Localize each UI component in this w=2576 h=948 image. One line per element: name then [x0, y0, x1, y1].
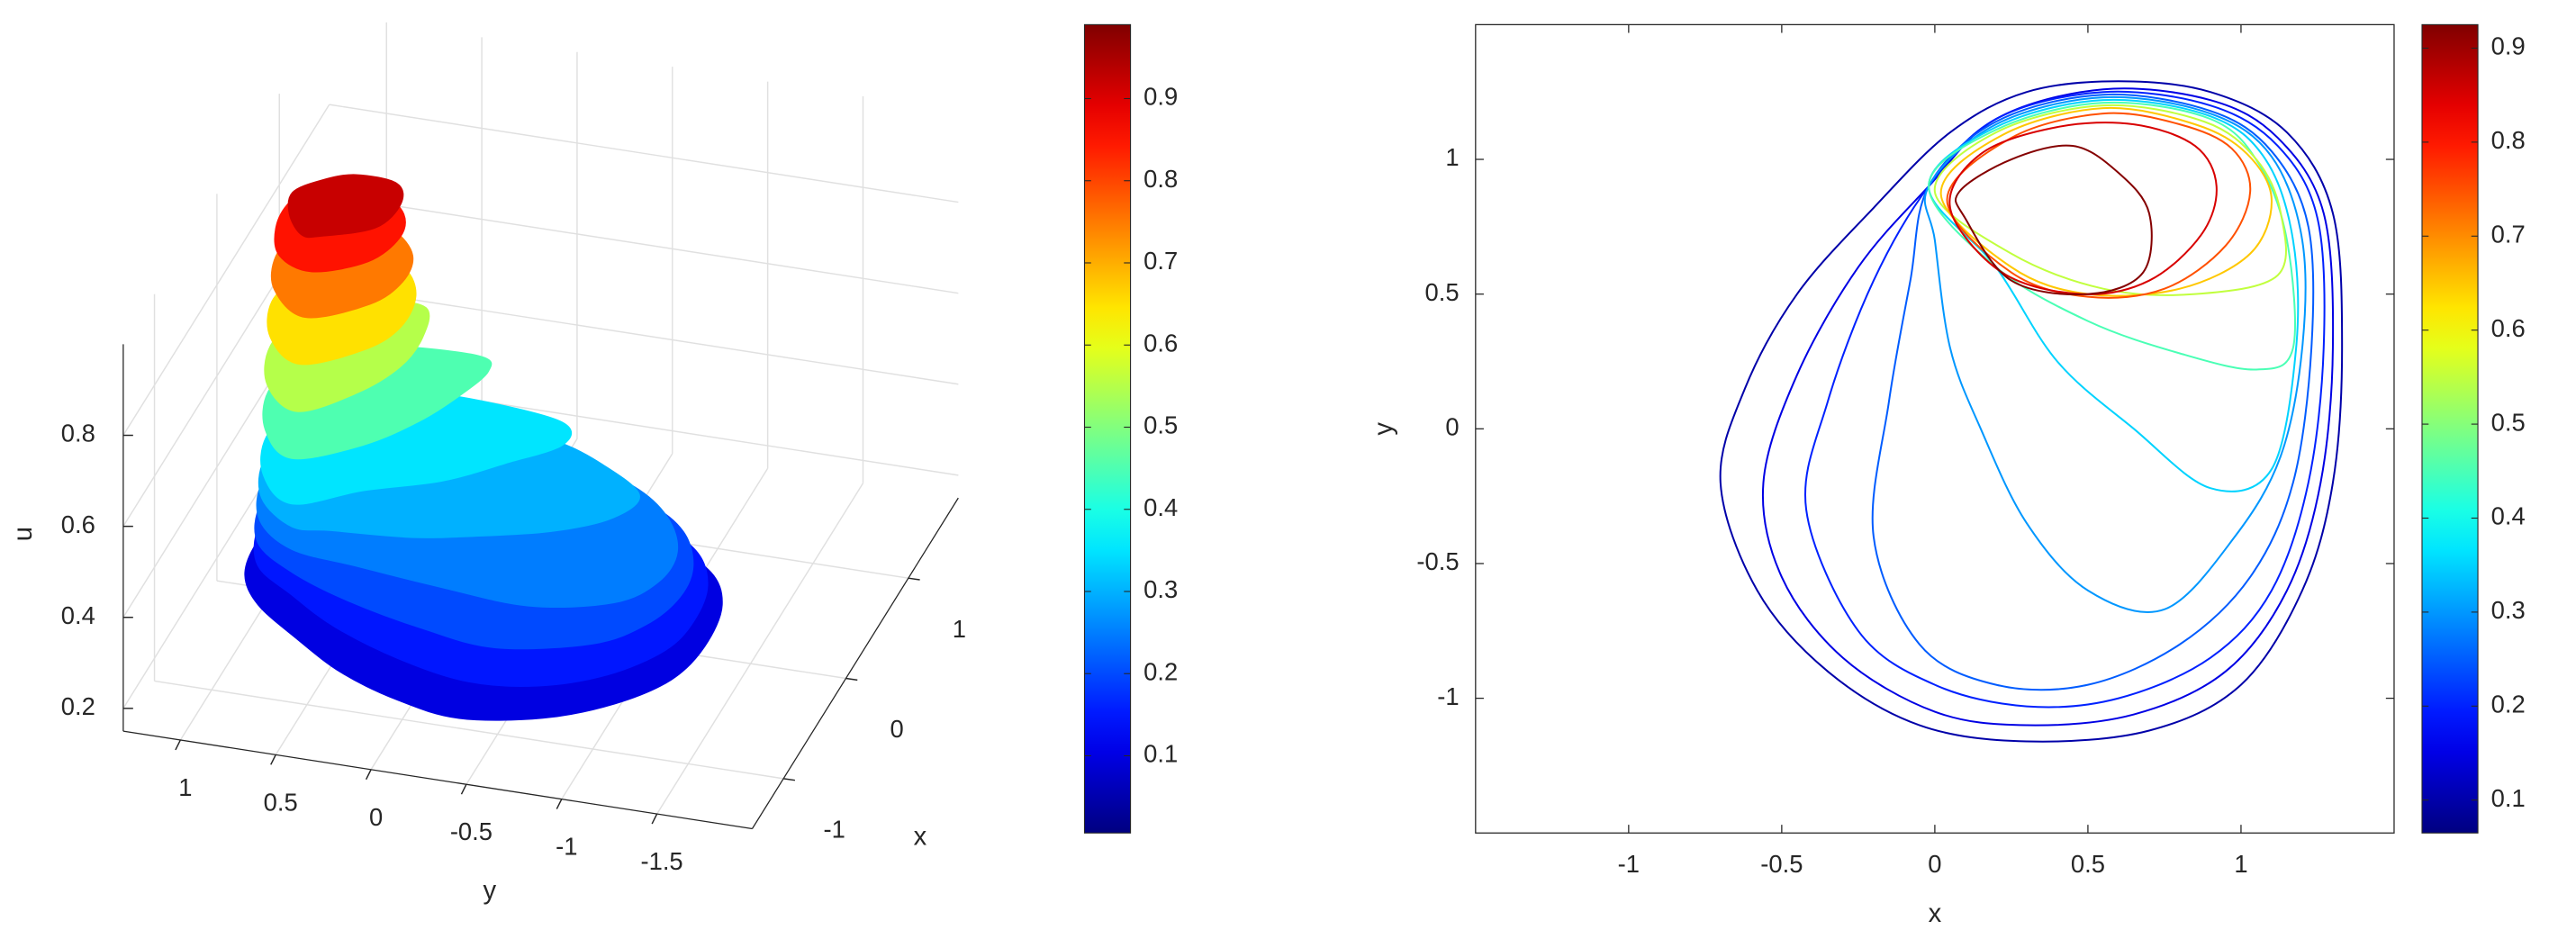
tick-mark	[783, 778, 796, 781]
y-tick-label: 0.5	[1425, 278, 1460, 306]
colorbar-tick-label: 0.5	[2491, 408, 2526, 436]
contour-line	[1954, 144, 2153, 296]
x-tick-label: -1	[824, 815, 845, 843]
y-tick-label: 0	[1445, 413, 1459, 441]
x-tick-label: 1	[2234, 850, 2247, 878]
y-tick-label: -1.5	[641, 847, 683, 875]
grid-line	[329, 194, 959, 294]
axis-line	[122, 730, 753, 830]
contour-line	[1933, 104, 2288, 296]
x-axis-label: x	[914, 822, 927, 851]
colorbar	[1083, 23, 1132, 834]
colorbar-tick-label: 0.7	[2491, 221, 2526, 248]
contour-line	[1948, 122, 2218, 295]
tick-mark	[651, 813, 658, 825]
grid-line	[329, 285, 959, 385]
z-tick-label: 0.4	[61, 601, 95, 629]
tick-mark	[460, 783, 467, 795]
z-tick-label: 0.8	[61, 420, 95, 447]
colorbar-tick-label: 0.7	[1143, 247, 1178, 275]
axis-line	[751, 497, 959, 829]
x-tick-label: 0	[1928, 850, 1941, 878]
x-tick-label: -1	[1618, 850, 1640, 878]
contour-line	[1871, 93, 2315, 691]
colorbar-tick-label: 0.1	[1143, 740, 1178, 768]
y-tick-label: 0	[369, 803, 383, 831]
y-tick-label: 0.5	[264, 788, 298, 816]
x-tick-label: -0.5	[1760, 850, 1803, 878]
y-tick-label: -0.5	[1416, 547, 1459, 575]
colorbar-tick-label: 0.3	[1143, 575, 1178, 603]
y-axis-label: y	[1369, 422, 1398, 436]
y-tick-label: 1	[1445, 143, 1459, 171]
grid-line	[122, 104, 330, 436]
tick-mark	[845, 677, 858, 682]
contour-line	[1719, 80, 2344, 743]
x-axis-label: x	[1929, 899, 1942, 928]
x-tick-label: 0	[890, 715, 903, 743]
colorbar	[2421, 23, 2479, 834]
z-axis-label: u	[9, 527, 38, 541]
grid-line	[154, 680, 784, 780]
surface-level	[287, 174, 404, 239]
contour-line	[1928, 101, 2296, 371]
x-tick-label: 1	[953, 615, 966, 643]
colorbar-tick-label: 0.6	[2491, 314, 2526, 342]
grid-line	[656, 483, 864, 815]
y-tick-label: -1	[556, 833, 577, 861]
tick-mark	[270, 754, 276, 765]
colorbar-tick-label: 0.8	[2491, 126, 2526, 154]
colorbar-tick-label: 0.2	[1143, 657, 1178, 685]
z-tick-label: 0.6	[61, 510, 95, 538]
colorbar-tick-label: 0.4	[2491, 502, 2526, 530]
colorbar-tick-label: 0.9	[1143, 83, 1178, 111]
colorbar-tick-label: 0.8	[1143, 165, 1178, 193]
colorbar-tick-label: 0.4	[1143, 493, 1178, 521]
colorbar-tick-label: 0.9	[2491, 32, 2526, 60]
colorbar-tick-label: 0.6	[1143, 329, 1178, 357]
contour-line	[1803, 90, 2326, 709]
x-tick-label: 0.5	[2071, 850, 2105, 878]
grid-line	[329, 104, 959, 203]
colorbar-tick-label: 0.1	[2491, 784, 2526, 812]
y-tick-label: -1	[1437, 682, 1459, 710]
colorbar-tick-label: 0.3	[2491, 596, 2526, 624]
tick-mark	[556, 799, 563, 809]
z-tick-label: 0.2	[61, 692, 95, 720]
colorbar-tick-label: 0.2	[2491, 691, 2526, 718]
contour-line	[1939, 106, 2273, 297]
colorbar-tick-label: 0.5	[1143, 411, 1178, 439]
tick-mark	[908, 577, 920, 581]
y-tick-label: 1	[178, 773, 192, 801]
tick-mark	[365, 769, 372, 781]
contour-line	[1928, 98, 2300, 492]
y-axis-label: y	[484, 877, 497, 906]
tick-mark	[175, 739, 182, 751]
y-tick-label: -0.5	[450, 817, 493, 845]
